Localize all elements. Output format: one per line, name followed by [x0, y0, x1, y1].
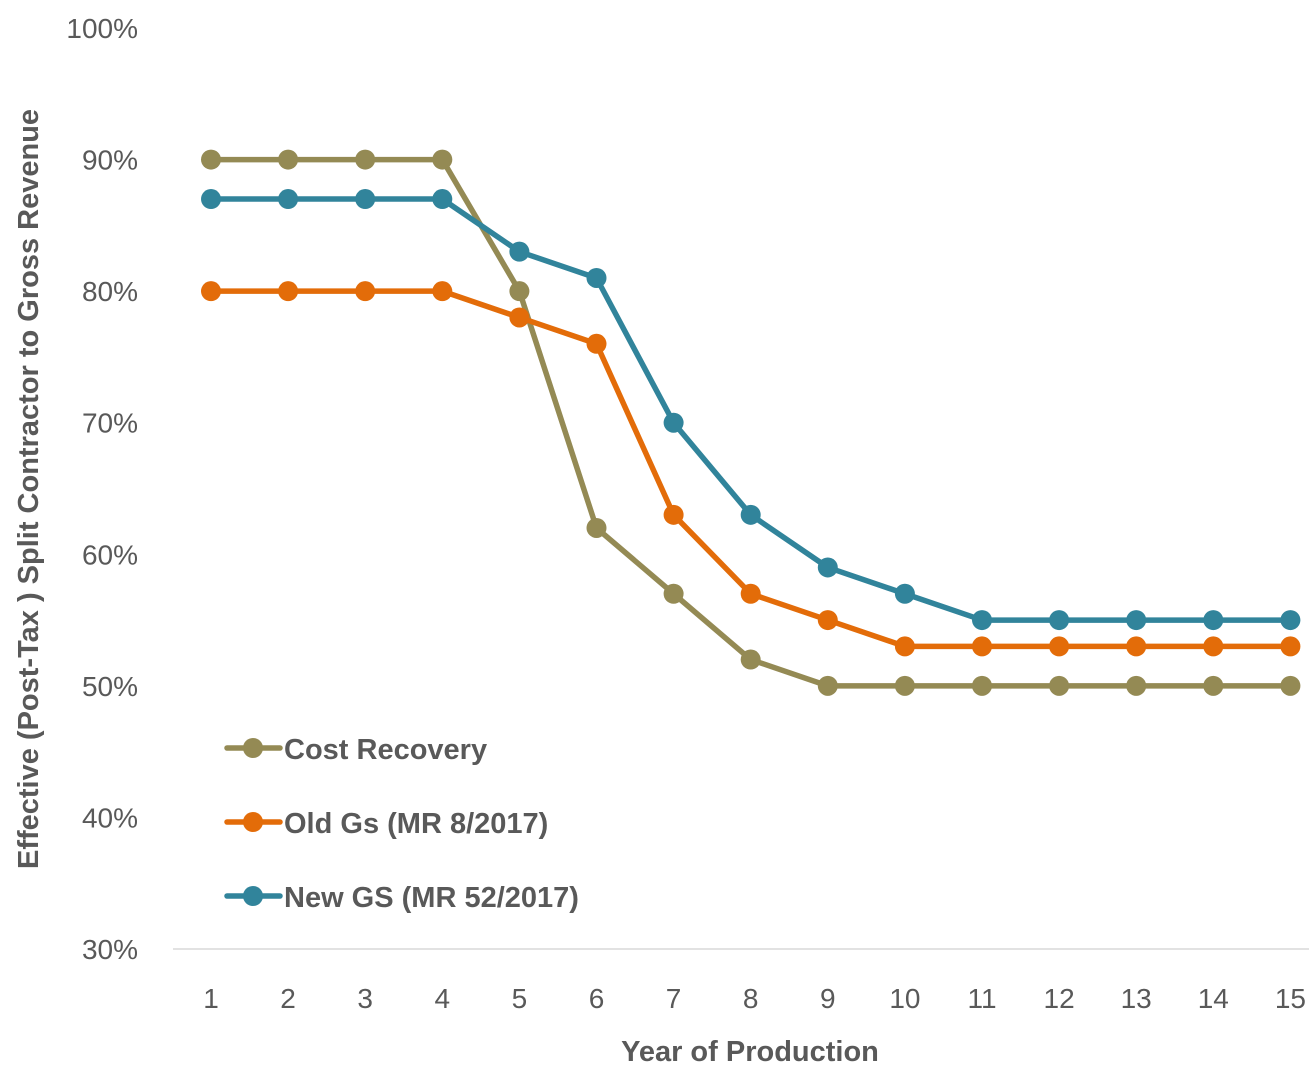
x-tick-label: 12	[1044, 983, 1075, 1014]
y-tick-label: 50%	[82, 671, 138, 702]
data-point	[972, 610, 992, 631]
data-point	[509, 307, 530, 328]
x-tick-label: 3	[357, 983, 373, 1014]
x-tick-label: 14	[1198, 983, 1229, 1014]
x-tick-label: 7	[666, 983, 682, 1014]
data-point	[894, 636, 915, 657]
legend-marker	[243, 812, 263, 832]
data-point	[586, 267, 607, 288]
data-point	[1203, 610, 1224, 631]
data-point	[278, 149, 299, 170]
data-point	[663, 583, 684, 604]
data-point	[894, 675, 915, 696]
data-point	[201, 189, 221, 210]
data-point	[1049, 610, 1070, 631]
data-point	[509, 281, 530, 302]
data-point	[894, 583, 915, 604]
data-point	[432, 281, 453, 302]
data-point	[663, 412, 684, 433]
data-point	[1280, 610, 1301, 631]
data-point	[355, 189, 376, 210]
y-tick-label: 60%	[82, 539, 138, 570]
data-point	[1203, 675, 1224, 696]
data-point	[1126, 610, 1147, 631]
x-tick-label: 8	[743, 983, 759, 1014]
y-tick-label: 90%	[82, 145, 138, 176]
data-point	[817, 610, 838, 631]
data-point	[1280, 636, 1301, 657]
data-point	[586, 517, 607, 538]
data-point	[201, 281, 221, 302]
x-axis-ticks: 1 2 3 4 5 6 7 8 9 10 11 12 13 14 15	[203, 983, 1306, 1014]
series-layer	[201, 149, 1301, 696]
data-point	[740, 583, 761, 604]
data-point	[1049, 675, 1070, 696]
y-tick-label: 100%	[66, 13, 138, 44]
data-point	[278, 281, 299, 302]
data-point	[1203, 636, 1224, 657]
data-point	[432, 189, 453, 210]
data-point	[432, 149, 453, 170]
legend-label: Cost Recovery	[284, 734, 487, 766]
series-2	[201, 281, 1301, 657]
y-tick-label: 70%	[82, 408, 138, 439]
data-point	[972, 675, 992, 696]
data-point	[1126, 636, 1147, 657]
legend-item: Old Gs (MR 8/2017)	[224, 808, 548, 840]
series-line	[208, 156, 1294, 689]
y-tick-label: 30%	[82, 934, 138, 965]
data-point	[201, 149, 221, 170]
data-point	[740, 504, 761, 525]
data-point	[817, 675, 838, 696]
y-axis-ticks: 30% 40% 50% 60% 70% 80% 90% 100%	[66, 13, 138, 965]
legend-marker	[243, 886, 263, 906]
y-axis-title: Effective (Post-Tax ) Split Contractor t…	[13, 109, 45, 869]
legend: Cost Recovery Old Gs (MR 8/2017) New GS (M…	[224, 734, 579, 914]
y-tick-label: 40%	[82, 802, 138, 833]
data-point	[740, 649, 761, 670]
x-tick-label: 5	[512, 983, 528, 1014]
data-point	[1280, 675, 1301, 696]
x-axis-title: Year of Production	[621, 1036, 879, 1065]
data-point	[278, 189, 299, 210]
x-tick-label: 4	[435, 983, 451, 1014]
data-point	[972, 636, 992, 657]
data-point	[663, 504, 684, 525]
legend-item: New GS (MR 52/2017)	[224, 882, 579, 914]
data-point	[1049, 636, 1070, 657]
data-point	[355, 281, 376, 302]
x-tick-label: 15	[1275, 983, 1306, 1014]
x-tick-label: 11	[967, 983, 996, 1014]
data-point	[586, 333, 607, 354]
x-tick-label: 13	[1121, 983, 1152, 1014]
series-3	[201, 189, 1301, 631]
legend-marker	[243, 738, 263, 758]
x-tick-label: 10	[889, 983, 920, 1014]
x-tick-label: 9	[820, 983, 836, 1014]
series-1	[201, 149, 1301, 696]
data-point	[355, 149, 376, 170]
legend-item: Cost Recovery	[224, 734, 487, 766]
series-line	[208, 196, 1294, 623]
legend-label: New GS (MR 52/2017)	[284, 882, 579, 914]
x-tick-label: 2	[280, 983, 296, 1014]
data-point	[1126, 675, 1147, 696]
data-point	[817, 557, 838, 578]
legend-label: Old Gs (MR 8/2017)	[284, 808, 548, 840]
x-tick-label: 6	[589, 983, 605, 1014]
data-point	[509, 241, 530, 262]
x-tick-label: 1	[203, 983, 219, 1014]
y-tick-label: 80%	[82, 276, 138, 307]
